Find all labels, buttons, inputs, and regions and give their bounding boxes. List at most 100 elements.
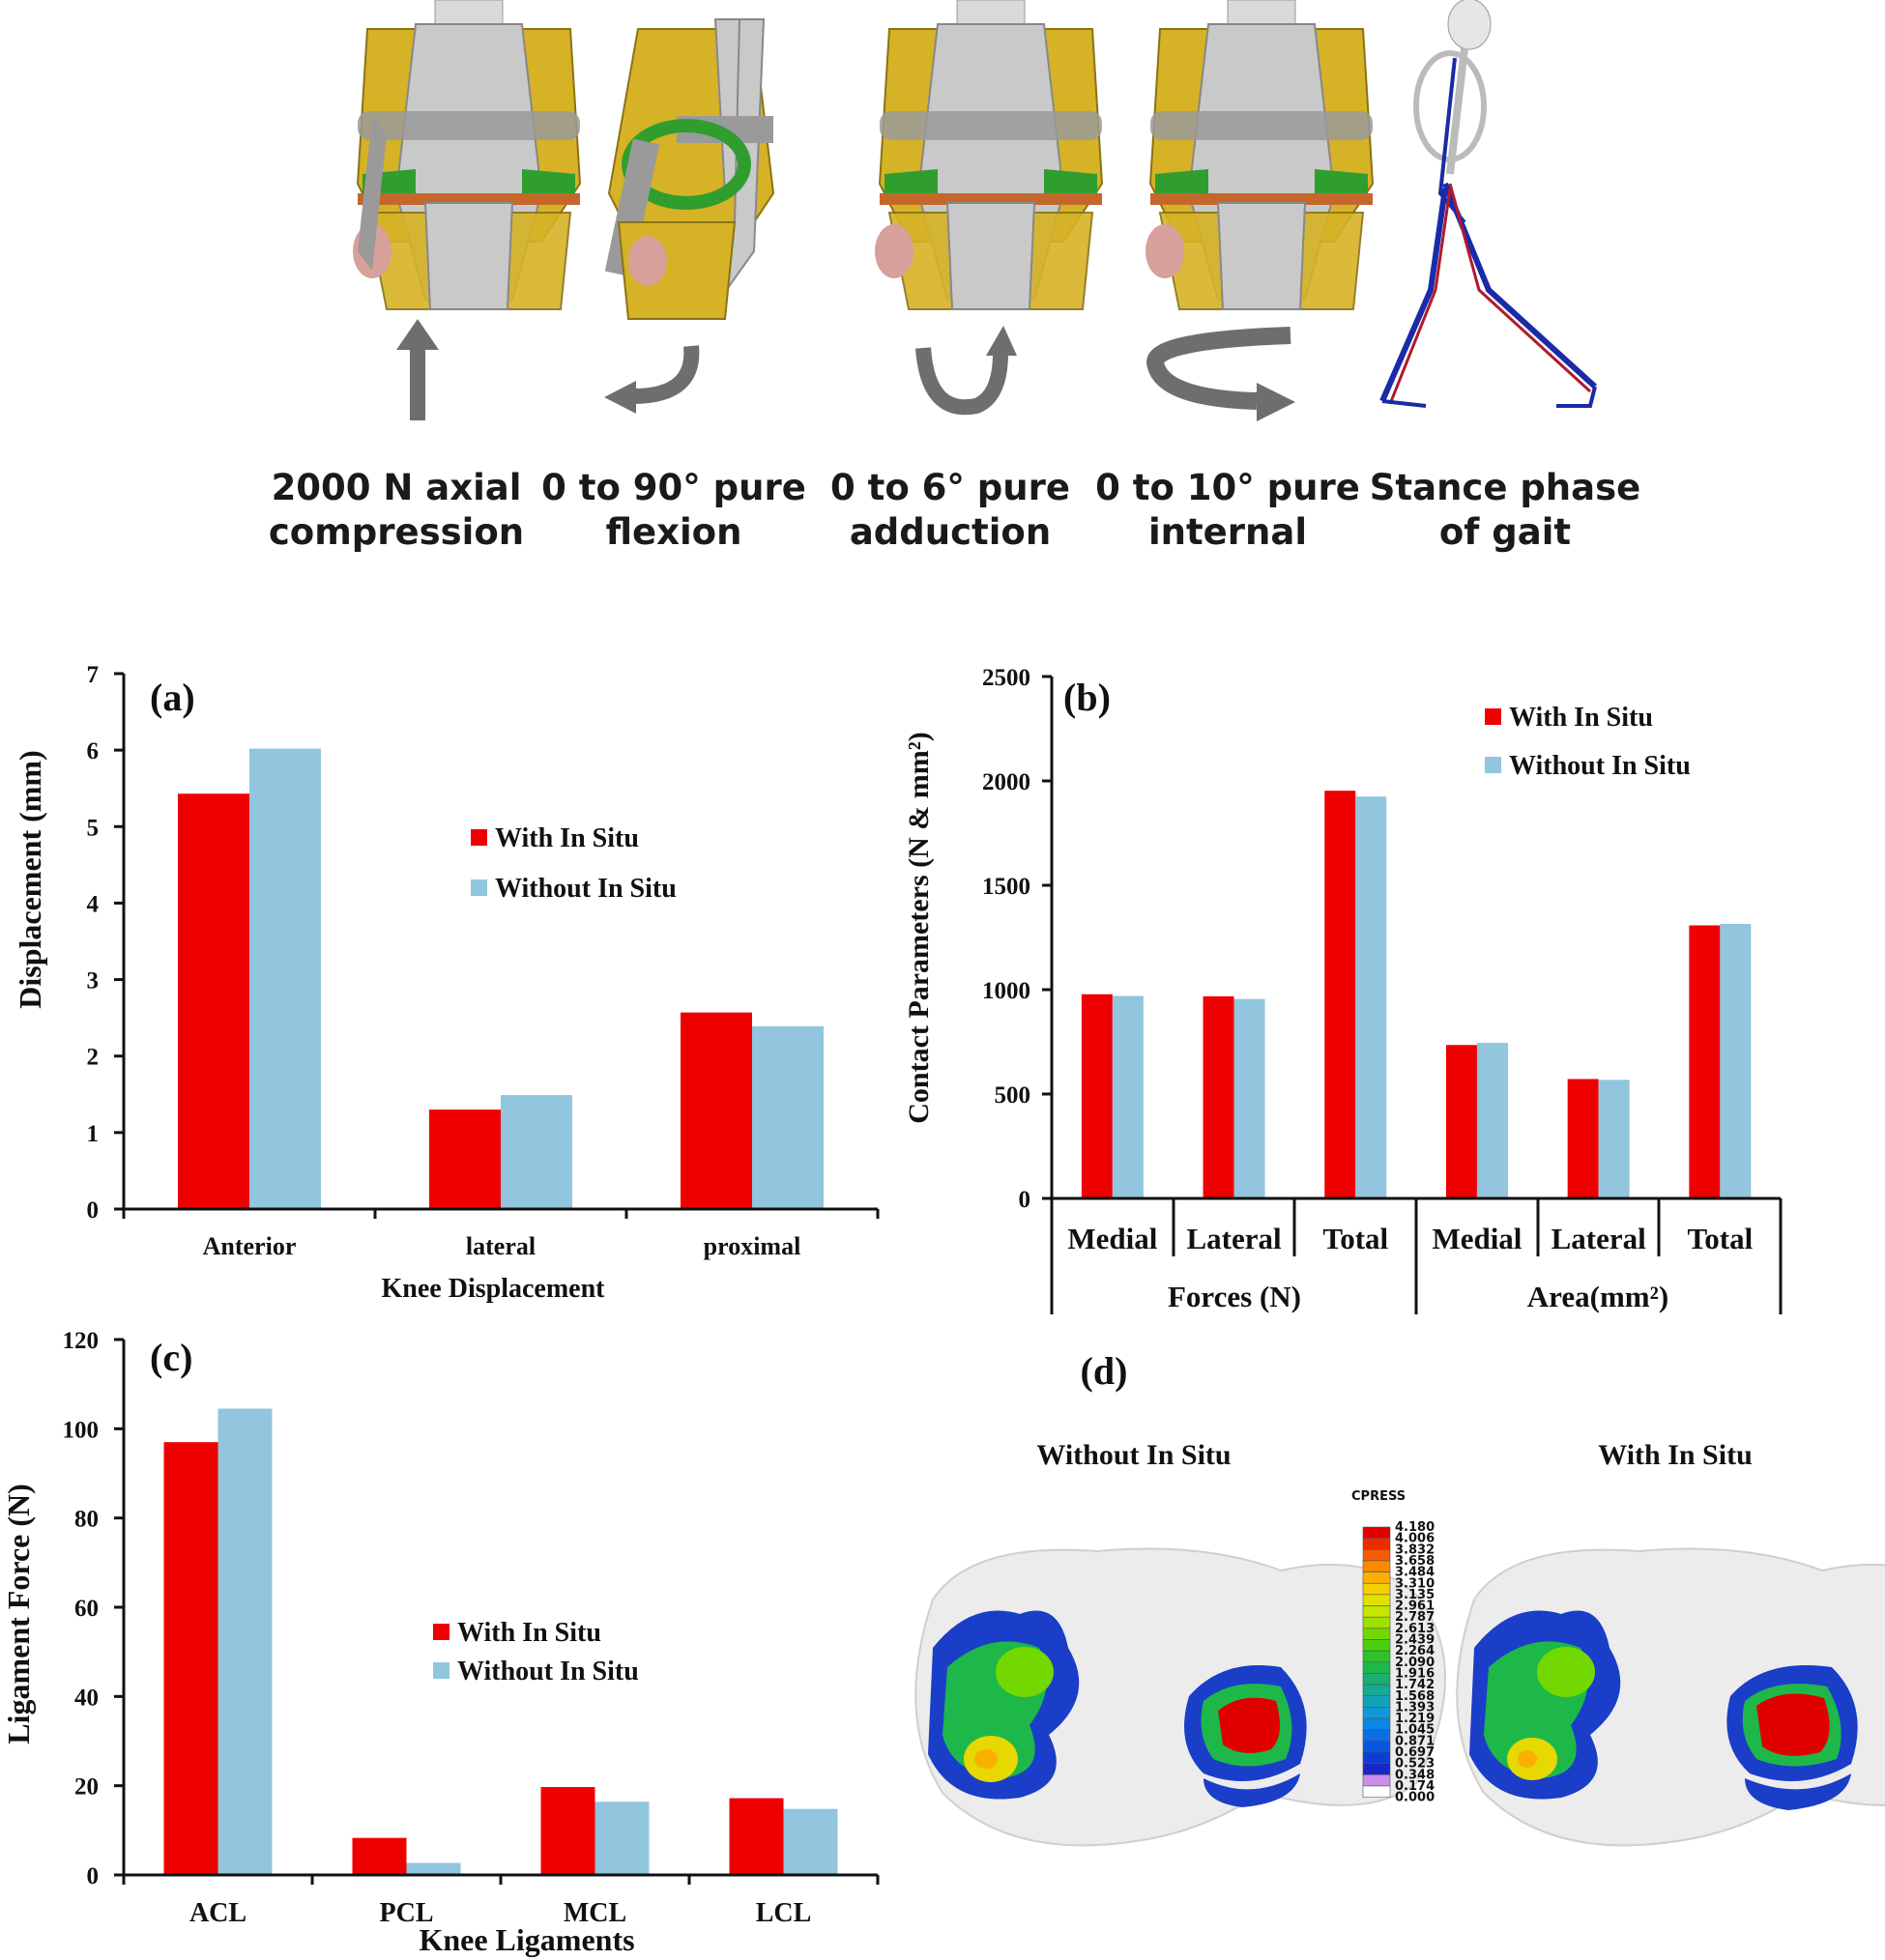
colorbar-value-13: 1.916 [1395,1666,1435,1681]
category-label-b-2: Total [1322,1222,1388,1255]
bar-a-with-2 [681,1012,752,1209]
caption-3-line1: 0 to 6° pure [830,467,1070,508]
bar-b-without-0 [1112,995,1144,1198]
colorbar-cell-3 [1362,1560,1391,1572]
colorbar-value-10: 2.439 [1395,1633,1435,1648]
colorbar-value-23: 0.174 [1395,1779,1435,1794]
ytick-label-c-4: 80 [74,1507,99,1533]
colorbar-cell-1 [1362,1538,1391,1550]
chart-a-legend: With In Situ Without In Situ [471,823,677,904]
bar-b-with-0 [1081,994,1113,1198]
category-label-b-4: Lateral [1552,1222,1647,1255]
ytick-label-a-7: 7 [87,662,100,688]
colorbar-value-15: 1.568 [1395,1689,1435,1704]
ytick-label-b-0: 0 [1019,1187,1031,1213]
colorbar-value-14: 1.742 [1395,1678,1435,1692]
colorbar-value-18: 1.045 [1395,1723,1435,1738]
chart-a-ylabel: Displacement (mm) [13,750,47,1008]
colorbar-value-7: 2.961 [1395,1600,1435,1614]
colorbar-cell-19 [1362,1741,1391,1753]
bar-c-with-2 [540,1787,595,1875]
ytick-label-c-0: 0 [87,1863,100,1889]
colorbar-cell-21 [1362,1763,1391,1775]
colorbar-cell-12 [1362,1661,1391,1674]
knee-models [353,0,1598,408]
panel-b-label: (b) [1063,676,1111,719]
colorbar-cell-11 [1362,1650,1391,1663]
caption-1-line1: 2000 N axial [272,467,522,508]
panel-d-label: (d) [1081,1349,1128,1393]
colorbar-value-22: 0.348 [1395,1768,1435,1782]
flexion-arrow-icon [604,345,700,414]
chart-b-group-forces: Forces (N) [1168,1280,1301,1313]
caption-2-line1: 0 to 90° pure [541,467,806,508]
category-label-a-2: proximal [704,1232,801,1260]
category-label-a-0: Anterior [203,1232,297,1260]
knee-model-internal [1146,0,1375,310]
bar-c-without-3 [783,1808,838,1875]
load-arrows [396,319,1295,421]
bar-b-without-5 [1720,923,1752,1198]
internal-rotation-arrow-icon [1146,327,1295,421]
colorbar-value-12: 2.090 [1395,1656,1435,1670]
colorbar-cell-8 [1362,1616,1391,1629]
panel-d-right-title: With In Situ [1598,1439,1753,1471]
ytick-label-a-4: 4 [87,891,100,917]
legend-b-without-swatch [1485,757,1501,773]
caption-4-line1: 0 to 10° pure [1095,467,1360,508]
bar-a-without-1 [501,1095,572,1209]
chart-a-yticks: 0 1 2 3 4 5 6 7 [87,662,124,1224]
legend-b-without-label: Without In Situ [1509,751,1691,781]
adduction-arrow-icon [915,326,1017,416]
legend-c-without-swatch [433,1662,450,1679]
colorbar-value-9: 2.613 [1395,1622,1435,1636]
contact-map-without [914,1547,1446,1847]
bar-b-with-1 [1203,995,1234,1198]
legend-c-with-swatch [433,1624,450,1640]
bar-a-without-2 [752,1025,824,1209]
chart-b-yticks: 0 500 1000 1500 2000 2500 [982,665,1052,1213]
chart-a-categories: Anterior lateral proximal [122,1209,880,1260]
colorbar-cell-15 [1362,1695,1391,1708]
panel-d: (d) Without In Situ With In Situ [914,1349,1885,1847]
legend-b-with-swatch [1485,708,1501,725]
colorbar-value-21: 0.523 [1395,1757,1435,1772]
bar-c-without-1 [406,1862,461,1875]
colorbar-cell-5 [1362,1582,1391,1596]
colorbar-title: CPRESS [1351,1489,1406,1504]
ytick-label-c-5: 100 [63,1417,100,1443]
bar-a-with-1 [429,1110,501,1209]
legend-a-with-swatch [471,829,487,846]
bar-c-without-2 [594,1801,650,1875]
ytick-label-c-1: 20 [74,1774,99,1801]
ytick-label-b-3: 1500 [982,874,1030,900]
caption-1-line2: compression [269,511,524,553]
chart-b: (b) Contact Parameters (N & mm²) 0 500 100… [903,665,1783,1314]
category-label-b-1: Lateral [1186,1222,1282,1255]
colorbar-cell-2 [1362,1549,1391,1562]
bar-b-with-2 [1324,791,1356,1198]
chart-b-bars [1081,791,1752,1198]
chart-b-group-dividers [1050,1198,1783,1314]
up-arrow-icon [396,319,439,420]
colorbar-cell-13 [1362,1673,1391,1686]
chart-a-bars [178,748,824,1209]
legend-b-with-label: With In Situ [1509,703,1653,733]
category-label-c-3: LCL [756,1898,812,1928]
bar-a-without-0 [249,748,321,1209]
ytick-label-b-2: 1000 [982,978,1030,1004]
colorbar-value-8: 2.787 [1395,1610,1435,1625]
category-label-b-5: Total [1687,1222,1753,1255]
chart-a-xlabel: Knee Displacement [382,1274,606,1304]
colorbar-cell-7 [1362,1605,1391,1618]
caption-2-line2: flexion [606,511,742,553]
colorbar-value-3: 3.658 [1395,1554,1435,1569]
chart-b-ylabel: Contact Parameters (N & mm²) [903,732,935,1124]
panel-c-label: (c) [150,1336,192,1379]
colorbar-cell-4 [1362,1571,1391,1584]
ytick-label-b-5: 2500 [982,665,1030,691]
category-label-c-2: MCL [564,1898,626,1928]
ytick-label-a-3: 3 [87,968,100,994]
caption-4-line2: internal [1148,511,1307,553]
